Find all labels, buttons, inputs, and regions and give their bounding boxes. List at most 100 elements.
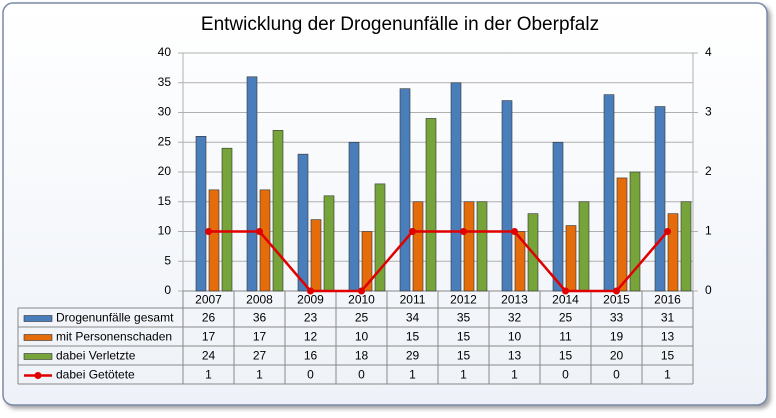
table-value: 12 [304, 330, 318, 344]
table-value: 13 [661, 330, 675, 344]
bar [374, 183, 386, 292]
legend-swatch [34, 372, 42, 379]
x-tick-label: 2011 [400, 293, 426, 307]
bar [616, 177, 628, 292]
line-marker [664, 228, 671, 235]
y2-tick-label: 1 [705, 224, 712, 238]
table-value: 1 [409, 368, 416, 382]
table-value: 1 [511, 368, 518, 382]
line-marker [205, 228, 212, 235]
table-value: 15 [457, 349, 471, 363]
legend-label: dabei Getötete [56, 368, 135, 382]
y-tick-label: 20 [158, 164, 172, 178]
table-value: 31 [661, 311, 675, 325]
bar [578, 201, 590, 292]
table-value: 0 [613, 368, 620, 382]
table-value: 15 [661, 349, 675, 363]
bar [221, 147, 233, 292]
x-tick-label: 2015 [603, 293, 630, 307]
bar [323, 195, 335, 292]
bar [476, 201, 488, 292]
legend-label: dabei Verletzte [56, 349, 136, 363]
table-value: 16 [304, 349, 318, 363]
x-tick-label: 2016 [654, 293, 681, 307]
bar [629, 171, 641, 292]
bar [552, 141, 564, 292]
y-tick-label: 30 [158, 105, 172, 119]
line-marker [307, 287, 314, 295]
legend-swatch [23, 334, 53, 341]
bar [208, 189, 220, 292]
table-value: 18 [355, 349, 369, 363]
table-value: 32 [508, 311, 522, 325]
table-value: 35 [457, 311, 471, 325]
table-value: 33 [610, 311, 624, 325]
x-tick-label: 2012 [450, 293, 477, 307]
bar [399, 88, 411, 292]
x-tick-label: 2010 [348, 293, 375, 307]
bar [246, 76, 258, 292]
line-marker [613, 287, 620, 295]
bar [310, 219, 322, 292]
bar [348, 141, 360, 292]
line-marker [460, 228, 467, 235]
bar [654, 106, 666, 292]
table-value: 10 [355, 330, 369, 344]
bar [501, 100, 513, 292]
legend-swatch [23, 353, 53, 360]
table-value: 0 [358, 368, 365, 382]
y-tick-label: 15 [158, 194, 172, 208]
line [208, 230, 669, 293]
table-value: 0 [307, 368, 314, 382]
table-value: 19 [610, 330, 624, 344]
table-value: 15 [457, 330, 471, 344]
line-marker [562, 287, 569, 295]
table-value: 36 [253, 311, 267, 325]
y-tick-label: 35 [158, 75, 172, 89]
y-tick-label: 0 [164, 283, 171, 297]
y-tick-label: 5 [164, 253, 171, 267]
y-tick-label: 25 [158, 134, 172, 148]
x-tick-label: 2009 [297, 293, 324, 307]
bar [514, 231, 526, 292]
table-value: 10 [508, 330, 522, 344]
bar [259, 189, 271, 292]
bar [195, 136, 207, 292]
table-value: 24 [202, 349, 216, 363]
bar [412, 201, 424, 292]
bar [565, 225, 577, 292]
line-marker [511, 228, 518, 235]
bar [450, 82, 462, 292]
bar [680, 201, 692, 292]
y2-tick-label: 3 [705, 105, 712, 119]
table-value: 1 [256, 368, 263, 382]
bar [667, 213, 679, 292]
table-value: 17 [202, 330, 216, 344]
line-marker [358, 287, 365, 295]
table-value: 25 [559, 311, 573, 325]
table-value: 1 [460, 368, 467, 382]
table-value: 34 [406, 311, 420, 325]
line-marker [409, 228, 416, 235]
y2-tick-label: 0 [705, 283, 712, 297]
bar [425, 118, 437, 292]
table-value: 1 [205, 368, 212, 382]
y2-tick-label: 2 [705, 164, 712, 178]
bar [463, 201, 475, 292]
table-value: 13 [508, 349, 522, 363]
table-value: 1 [664, 368, 671, 382]
y-tick-label: 40 [158, 45, 172, 59]
table-value: 23 [304, 311, 318, 325]
table-value: 11 [559, 330, 572, 344]
x-tick-label: 2007 [195, 293, 222, 307]
y2-tick-label: 4 [705, 45, 712, 59]
x-tick-label: 2014 [552, 293, 579, 307]
legend-label: Drogenunfälle gesamt [56, 311, 174, 325]
line-marker [256, 228, 263, 235]
legend-label: mit Personenschaden [56, 330, 172, 344]
x-tick-label: 2013 [501, 293, 528, 307]
table-value: 25 [355, 311, 369, 325]
table-value: 15 [559, 349, 573, 363]
table-value: 29 [406, 349, 420, 363]
